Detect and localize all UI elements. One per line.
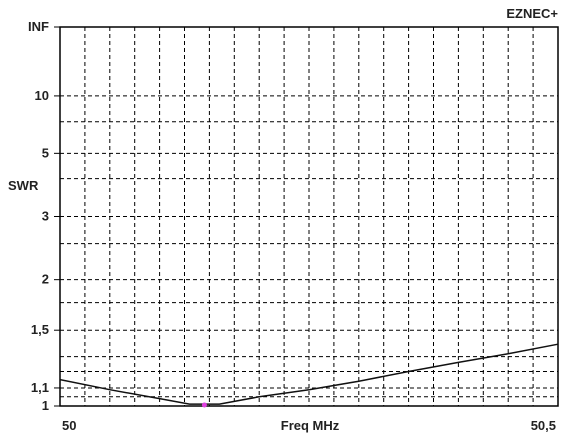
- y-tick-label: 3: [42, 209, 49, 224]
- y-tick-labels: 1 1,1 1,5 2 3 5 10 INF: [28, 19, 60, 413]
- y-tick-label: 1,5: [31, 322, 49, 337]
- frequency-marker: [201, 402, 207, 408]
- x-tick-labels: 50 50,5: [62, 418, 556, 433]
- y-axis-label: SWR: [8, 178, 39, 193]
- y-tick-label: 1: [42, 398, 49, 413]
- app-label: EZNEC+: [506, 6, 558, 21]
- y-tick-label: 10: [35, 88, 49, 103]
- series-layer: [59, 343, 559, 408]
- grid: [60, 27, 558, 406]
- x-tick-label-end: 50,5: [531, 418, 556, 433]
- y-tick-label: 5: [42, 145, 49, 160]
- y-tick-label: INF: [28, 19, 49, 34]
- x-tick-label-start: 50: [62, 418, 76, 433]
- swr-curve: [59, 343, 559, 405]
- y-tick-label: 1,1: [31, 380, 49, 395]
- x-axis-label: Freq MHz: [281, 418, 340, 433]
- y-tick-label: 2: [42, 272, 49, 287]
